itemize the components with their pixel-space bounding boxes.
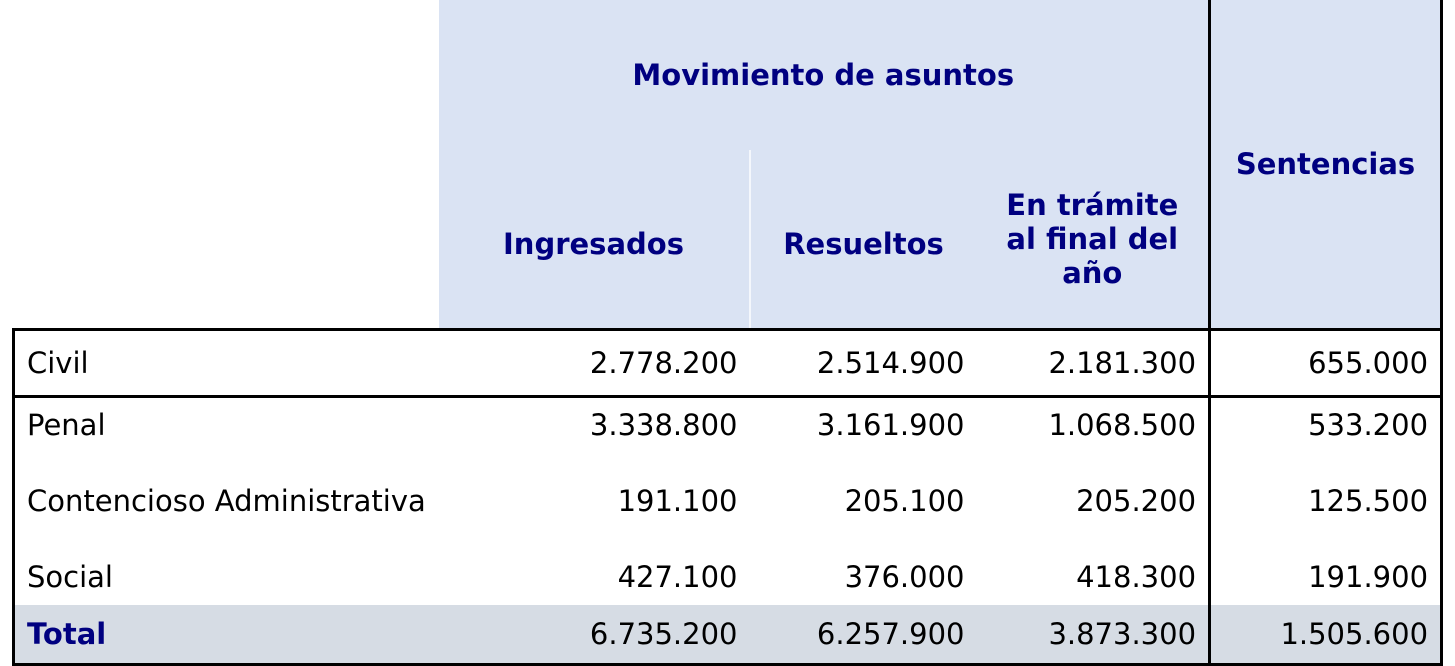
cell: 655.000 xyxy=(1208,329,1444,398)
data-table: Movimiento de asuntos Sentencias Ingresa… xyxy=(12,0,1444,666)
cell: 6.257.900 xyxy=(749,604,977,664)
cell: 191.100 xyxy=(617,483,738,518)
cell: 3.873.300 xyxy=(976,604,1210,664)
cell: 2.514.900 xyxy=(749,329,977,398)
cell: 1.068.500 xyxy=(1048,407,1197,442)
cell: 1.505.600 xyxy=(1208,604,1444,664)
row-label: Civil xyxy=(13,329,439,398)
cell: 2.181.300 xyxy=(976,329,1210,398)
column-header: Ingresados xyxy=(438,150,750,330)
table-row: Civil 2.778.200 2.514.900 2.181.300 655.000 xyxy=(13,329,1444,398)
cell: 418.300 xyxy=(1076,560,1197,594)
row-label: Total xyxy=(13,604,439,664)
cell: 427.100 xyxy=(617,560,738,594)
group-header: Movimiento de asuntos xyxy=(438,0,1210,150)
cell: 533.200 xyxy=(1208,396,1444,452)
cell: 191.900 xyxy=(1208,549,1444,605)
cell: 3.161.900 xyxy=(816,407,965,442)
row-label: Social xyxy=(27,560,113,594)
cell: 125.500 xyxy=(1208,451,1444,550)
row-label: Penal xyxy=(27,407,106,442)
table-body: Civil 2.778.200 2.514.900 2.181.300 655.000 P… xyxy=(13,329,1444,664)
column-header: Sentencias xyxy=(1208,0,1444,330)
column-header: En trámite al final del año xyxy=(976,150,1210,330)
table-row: Social 427.100 376.000 418.300 191.900 xyxy=(14,549,1444,605)
cell: 2.778.200 xyxy=(438,329,750,398)
blank-corner xyxy=(13,0,439,330)
cell: 3.338.800 xyxy=(589,407,738,442)
cell: 205.200 xyxy=(1076,483,1197,518)
column-header: Resueltos xyxy=(748,150,977,330)
table-row: Contencioso Administrativa 191.100 205.100… xyxy=(14,451,1444,550)
table-row: Total 6.735.200 6.257.900 3.873.300 1.505.60… xyxy=(13,604,1444,664)
row-label: Contencioso Administrativa xyxy=(27,483,426,518)
table-row: Penal 3.338.800 3.161.900 1.068.500 533.200 xyxy=(14,396,1444,452)
cell: 6.735.200 xyxy=(438,604,750,664)
cell: 205.100 xyxy=(844,483,965,518)
cell: 376.000 xyxy=(844,560,965,594)
